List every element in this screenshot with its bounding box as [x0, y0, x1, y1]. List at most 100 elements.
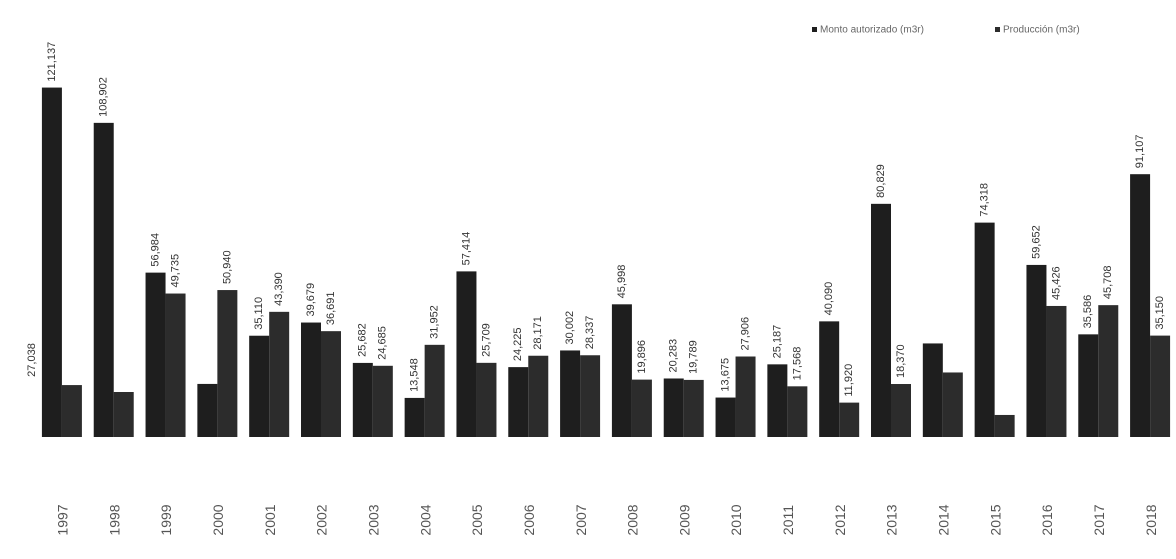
- value-label: 25,682: [357, 323, 369, 357]
- bar: [528, 355, 549, 437]
- x-tick-label: 2005: [469, 504, 485, 535]
- value-label: 24,685: [377, 326, 389, 360]
- value-label: 57,414: [460, 232, 472, 266]
- value-label: 28,337: [584, 316, 596, 350]
- bar: [1078, 334, 1099, 437]
- bar: [321, 331, 341, 437]
- value-label: 27,906: [739, 317, 751, 351]
- value-label: 18,370: [895, 344, 907, 378]
- bar: [145, 272, 166, 437]
- value-label: 36,691: [325, 292, 337, 326]
- value-label: 56,984: [149, 233, 161, 267]
- value-label: 108,902: [98, 77, 110, 117]
- x-tick-label: 2013: [884, 504, 900, 535]
- value-label: 91,107: [1134, 135, 1146, 169]
- bar: [372, 365, 393, 437]
- bar: [1098, 305, 1119, 437]
- x-tick-label: 2002: [314, 504, 330, 535]
- bar: [197, 383, 218, 437]
- bar: [683, 379, 704, 437]
- bar: [456, 271, 477, 437]
- bar: [994, 414, 1015, 437]
- x-tick-label: 1998: [106, 504, 122, 535]
- value-label: 24,225: [512, 327, 524, 361]
- value-label: 50,940: [221, 250, 233, 284]
- bar: [767, 364, 788, 437]
- x-tick-label: 2014: [936, 504, 952, 535]
- bar: [942, 372, 963, 437]
- value-label: 25,709: [480, 323, 492, 357]
- x-tick-label: 2003: [366, 504, 382, 535]
- value-label: 35,110: [253, 297, 265, 330]
- bar: [922, 343, 943, 437]
- bar: [663, 378, 684, 437]
- x-tick-label: 1997: [55, 504, 71, 535]
- value-label: 45,998: [616, 265, 628, 299]
- bar: [580, 355, 601, 437]
- value-label: 45,708: [1102, 265, 1114, 299]
- bar: [301, 322, 321, 437]
- x-tick-label: 2011: [780, 505, 796, 535]
- value-label: 45,426: [1050, 266, 1062, 300]
- value-label: 74,318: [979, 183, 991, 217]
- value-label: 59,652: [1030, 225, 1042, 259]
- x-tick-label: 2015: [987, 504, 1003, 535]
- x-tick-label: 1999: [158, 504, 174, 535]
- bar: [560, 350, 581, 437]
- bar: [1130, 174, 1151, 437]
- bar: [631, 379, 652, 437]
- bar: [787, 386, 808, 437]
- value-label: 17,568: [791, 347, 803, 381]
- bar: [424, 344, 445, 437]
- value-label: 11,920: [843, 364, 855, 397]
- bar: [611, 304, 632, 437]
- x-tick-label: 2004: [417, 504, 433, 535]
- bar: [217, 290, 238, 437]
- value-label: 31,952: [429, 305, 441, 339]
- value-label: 13,548: [409, 358, 421, 392]
- bar: [735, 356, 756, 437]
- x-tick-label: 2000: [210, 504, 226, 535]
- bar: [93, 122, 114, 437]
- legend-label: Producción (m3r): [1003, 25, 1080, 36]
- bar: [891, 384, 911, 437]
- value-label: 30,002: [564, 311, 576, 345]
- value-label: 43,390: [273, 272, 285, 306]
- bar: [871, 203, 891, 437]
- value-label: 39,679: [305, 283, 317, 317]
- bar: [715, 397, 736, 437]
- value-label: 20,283: [668, 339, 680, 373]
- bar: [41, 87, 62, 437]
- x-tick-label: 2018: [1143, 504, 1159, 535]
- bar: [508, 367, 529, 437]
- x-tick-label: 2001: [262, 504, 278, 535]
- bar: [249, 335, 270, 437]
- bar: [165, 293, 186, 437]
- bar: [839, 402, 860, 437]
- legend-label: Monto autorizado (m3r): [820, 25, 924, 36]
- bar: [61, 385, 82, 437]
- value-label: 13,675: [719, 358, 731, 392]
- bar: [269, 311, 290, 437]
- bar: [819, 321, 840, 437]
- bar: [352, 362, 373, 437]
- bar: [1026, 264, 1047, 437]
- x-tick-label: 2010: [728, 504, 744, 535]
- value-label: 25,187: [771, 325, 783, 359]
- value-label: 19,789: [688, 340, 700, 374]
- value-label: 121,137: [46, 42, 58, 82]
- legend-swatch: [995, 27, 1000, 32]
- bar: [404, 397, 425, 437]
- value-label: 19,896: [636, 340, 648, 374]
- x-tick-label: 2007: [573, 504, 589, 535]
- bar: [1046, 305, 1067, 437]
- legend-swatch: [812, 27, 817, 32]
- value-label: 40,090: [823, 282, 835, 316]
- bar: [1150, 335, 1171, 437]
- x-tick-label: 2017: [1091, 504, 1107, 535]
- value-label: 35,150: [1154, 296, 1166, 330]
- value-label: 49,735: [169, 254, 181, 288]
- x-tick-label: 2006: [521, 504, 537, 535]
- bar: [476, 362, 497, 437]
